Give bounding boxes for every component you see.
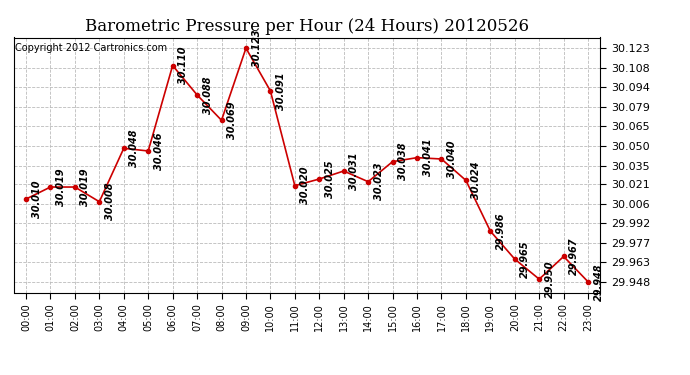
Text: 30.038: 30.038	[398, 143, 408, 180]
Text: 30.025: 30.025	[325, 160, 335, 198]
Text: 29.948: 29.948	[593, 263, 604, 301]
Text: 30.110: 30.110	[178, 47, 188, 84]
Text: 30.041: 30.041	[422, 139, 433, 176]
Text: 30.091: 30.091	[276, 72, 286, 110]
Text: 29.986: 29.986	[496, 212, 506, 250]
Text: 29.967: 29.967	[569, 238, 579, 275]
Text: 30.031: 30.031	[349, 152, 359, 190]
Text: 30.024: 30.024	[471, 162, 482, 199]
Text: 30.069: 30.069	[227, 102, 237, 139]
Title: Barometric Pressure per Hour (24 Hours) 20120526: Barometric Pressure per Hour (24 Hours) …	[85, 18, 529, 34]
Text: 30.123: 30.123	[252, 29, 262, 67]
Text: 30.088: 30.088	[203, 76, 213, 114]
Text: 30.010: 30.010	[32, 180, 41, 218]
Text: 30.008: 30.008	[105, 183, 115, 220]
Text: 29.950: 29.950	[545, 260, 555, 298]
Text: 30.040: 30.040	[447, 140, 457, 178]
Text: 29.965: 29.965	[520, 240, 531, 278]
Text: 30.046: 30.046	[154, 132, 164, 170]
Text: 30.019: 30.019	[56, 168, 66, 206]
Text: 30.020: 30.020	[300, 167, 310, 204]
Text: 30.048: 30.048	[129, 129, 139, 167]
Text: Copyright 2012 Cartronics.com: Copyright 2012 Cartronics.com	[15, 43, 167, 52]
Text: 30.023: 30.023	[374, 163, 384, 201]
Text: 30.019: 30.019	[81, 168, 90, 206]
